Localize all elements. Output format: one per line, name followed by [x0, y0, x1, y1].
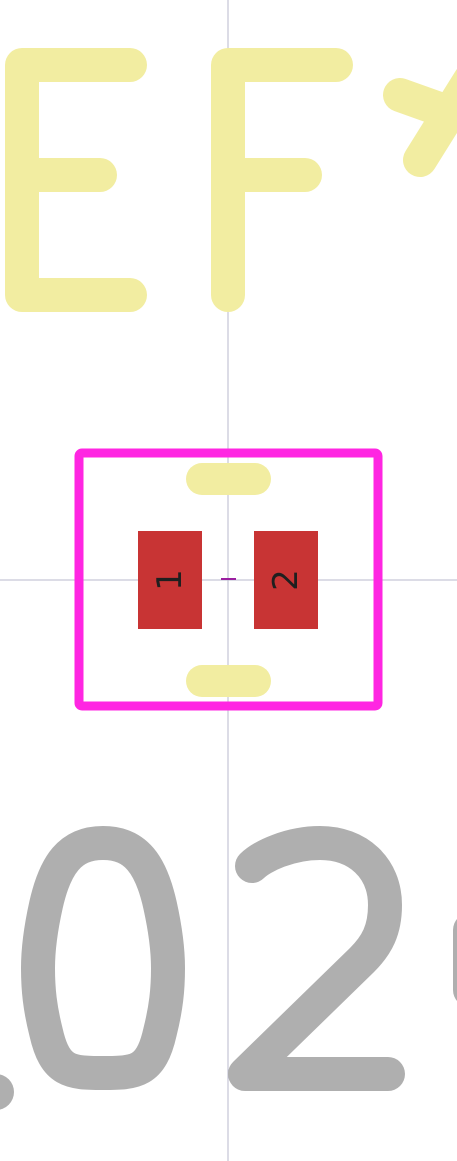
- value-glyph-fragment-left: [0, 1074, 14, 1110]
- pad-2-number: 2: [266, 569, 306, 591]
- silkscreen-body-marks: [186, 463, 271, 697]
- ref-glyph-f: [211, 48, 353, 312]
- value-glyph-0: [21, 826, 185, 1090]
- value-text: 0201: [0, 826, 457, 1110]
- courtyard-outline: [74, 448, 383, 711]
- ref-glyph-e: [5, 48, 147, 312]
- ref-glyph-star: [383, 69, 457, 177]
- reference-designator: REF**: [5, 48, 457, 312]
- pad-1-number: 1: [150, 569, 190, 591]
- value-glyph-2: [228, 826, 405, 1091]
- pad-1[interactable]: 1: [138, 531, 202, 629]
- pad-2[interactable]: 2: [254, 531, 318, 629]
